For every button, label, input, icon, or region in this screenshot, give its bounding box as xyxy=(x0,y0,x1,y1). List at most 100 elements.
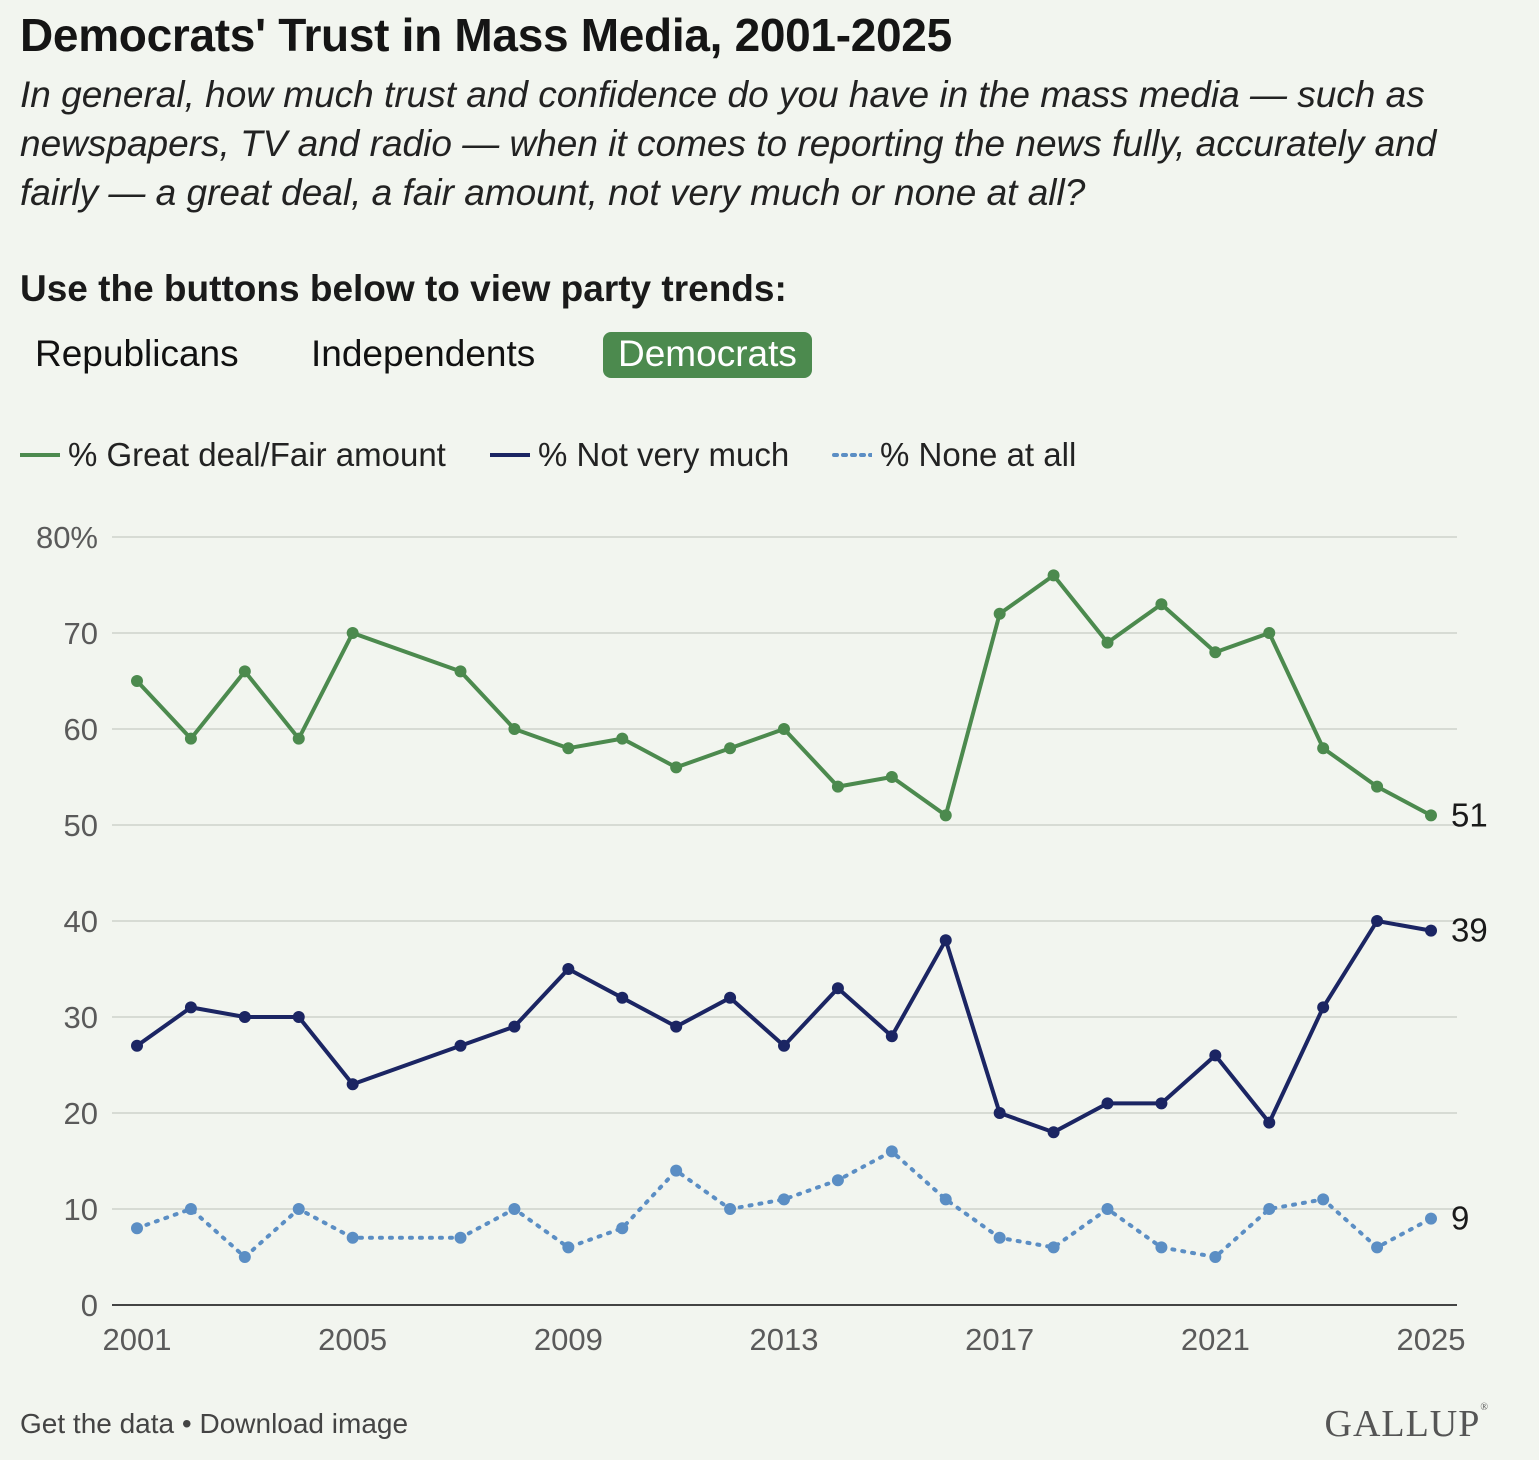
y-tick-label: 60 xyxy=(64,712,98,747)
gallup-logo-text: GALLUP xyxy=(1324,1403,1481,1445)
data-point-great-fair xyxy=(508,723,521,735)
legend-none-at-all: % None at all xyxy=(832,434,1076,476)
data-point-not-very-much xyxy=(616,991,629,1004)
data-point-great-fair xyxy=(346,627,359,639)
data-point-great-fair xyxy=(885,771,898,783)
data-point-not-very-much xyxy=(939,934,952,947)
legend-dotted-blue-swatch xyxy=(832,453,872,457)
democrats-button[interactable]: Democrats xyxy=(603,332,812,378)
data-point-great-fair xyxy=(670,761,683,774)
data-point-great-fair xyxy=(1317,742,1330,755)
data-point-great-fair xyxy=(1371,780,1384,793)
data-point-not-very-much xyxy=(1263,1116,1276,1129)
data-point-not-very-much xyxy=(670,1020,683,1033)
legend-label-not-very-much: % Not very much xyxy=(538,436,790,473)
party-buttons-prompt: Use the buttons below to view party tren… xyxy=(20,268,787,309)
data-point-not-very-much xyxy=(993,1107,1006,1119)
get-data-link[interactable]: Get the data xyxy=(20,1408,175,1439)
legend-great-fair: % Great deal/Fair amount xyxy=(20,434,446,476)
data-point-not-very-much xyxy=(508,1020,521,1033)
data-point-none-at-all xyxy=(831,1174,844,1187)
y-tick-label: 10 xyxy=(64,1192,98,1227)
data-point-great-fair xyxy=(454,665,467,678)
data-point-great-fair xyxy=(562,742,575,755)
republicans-button[interactable]: Republicans xyxy=(35,333,239,374)
data-point-not-very-much xyxy=(1209,1049,1222,1062)
data-point-not-very-much xyxy=(831,982,844,995)
footer-links: Get the data • Download image xyxy=(20,1408,408,1440)
y-tick-label: 20 xyxy=(64,1096,98,1131)
data-point-great-fair xyxy=(1047,569,1060,582)
legend-solid-navy-swatch xyxy=(490,453,530,457)
x-tick-label: 2001 xyxy=(103,1322,172,1357)
gallup-logo: GALLUP® xyxy=(1324,1402,1489,1445)
data-point-great-fair xyxy=(292,732,305,745)
chart-title: Democrats' Trust in Mass Media, 2001-202… xyxy=(20,9,952,61)
y-tick-label: 40 xyxy=(64,904,98,939)
data-point-none-at-all xyxy=(454,1231,467,1244)
data-point-not-very-much xyxy=(131,1039,143,1052)
data-point-great-fair xyxy=(184,732,197,745)
data-point-none-at-all xyxy=(184,1203,197,1215)
data-point-great-fair xyxy=(778,723,790,735)
data-point-none-at-all xyxy=(508,1203,521,1215)
data-point-none-at-all xyxy=(1425,1212,1437,1225)
x-tick-label: 2009 xyxy=(534,1322,603,1357)
data-point-not-very-much xyxy=(1155,1097,1168,1110)
data-point-none-at-all xyxy=(1317,1193,1330,1206)
data-point-great-fair xyxy=(131,675,143,687)
data-point-not-very-much xyxy=(238,1011,251,1023)
legend-label-none-at-all: % None at all xyxy=(880,436,1077,473)
series-line-great-fair xyxy=(135,573,1433,818)
data-point-not-very-much xyxy=(562,963,575,975)
data-point-great-fair xyxy=(238,665,251,678)
end-label-great-fair: 51 xyxy=(1451,796,1488,833)
data-point-none-at-all xyxy=(131,1222,143,1235)
x-tick-label: 2013 xyxy=(750,1322,819,1357)
data-point-great-fair xyxy=(1209,646,1222,659)
independents-button[interactable]: Independents xyxy=(311,333,536,374)
data-point-not-very-much xyxy=(454,1039,467,1052)
data-point-none-at-all xyxy=(1209,1251,1222,1263)
end-label-not-very-much: 39 xyxy=(1451,912,1488,949)
data-point-none-at-all xyxy=(1101,1203,1114,1215)
y-tick-label: 70 xyxy=(64,616,98,651)
y-tick-label: 0 xyxy=(81,1288,98,1323)
data-point-great-fair xyxy=(1425,809,1437,822)
y-tick-label: 50 xyxy=(64,808,98,843)
legend-solid-green-swatch xyxy=(20,453,60,457)
data-point-great-fair xyxy=(724,742,737,755)
data-point-none-at-all xyxy=(939,1193,952,1206)
data-point-not-very-much xyxy=(1371,915,1384,927)
data-point-none-at-all xyxy=(778,1193,790,1206)
data-point-great-fair xyxy=(993,607,1006,620)
data-point-none-at-all xyxy=(1371,1241,1384,1254)
data-point-not-very-much xyxy=(1101,1097,1114,1110)
x-tick-label: 2025 xyxy=(1397,1322,1466,1357)
data-point-not-very-much xyxy=(885,1030,898,1043)
data-point-none-at-all xyxy=(1155,1241,1168,1254)
footer-separator: • xyxy=(174,1408,200,1439)
data-point-none-at-all xyxy=(1263,1203,1276,1215)
legend-label-great-fair: % Great deal/Fair amount xyxy=(68,436,446,473)
data-point-not-very-much xyxy=(724,991,737,1004)
data-point-none-at-all xyxy=(292,1203,305,1215)
x-tick-label: 2017 xyxy=(965,1322,1034,1357)
data-point-not-very-much xyxy=(1047,1126,1060,1139)
data-point-not-very-much xyxy=(292,1011,305,1023)
y-tick-label: 80% xyxy=(36,520,98,555)
data-point-not-very-much xyxy=(1425,924,1437,937)
data-point-none-at-all xyxy=(1047,1241,1060,1254)
data-point-none-at-all xyxy=(724,1203,737,1215)
data-point-none-at-all xyxy=(346,1231,359,1244)
x-tick-label: 2005 xyxy=(318,1322,387,1357)
data-point-none-at-all xyxy=(238,1251,251,1263)
download-image-link[interactable]: Download image xyxy=(199,1408,409,1439)
data-point-none-at-all xyxy=(993,1231,1006,1244)
data-point-none-at-all xyxy=(616,1222,629,1235)
y-tick-label: 30 xyxy=(64,1000,98,1035)
data-point-not-very-much xyxy=(346,1078,359,1091)
legend-not-very-much: % Not very much xyxy=(490,434,789,476)
series-line-none-at-all xyxy=(135,1149,1433,1259)
